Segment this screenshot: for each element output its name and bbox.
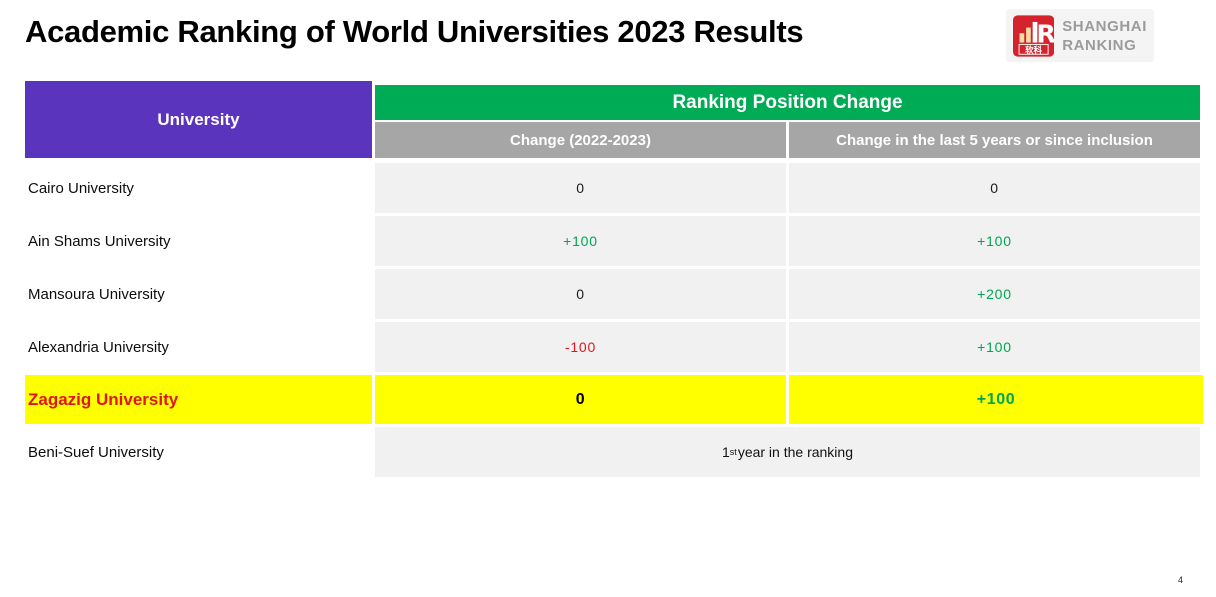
university-column-header: University (25, 81, 372, 158)
change-2022-2023-header: Change (2022-2023) (375, 122, 786, 158)
table-row-alexandria: Alexandria University -100 +100 (25, 322, 1203, 372)
logo-brand-line1: SHANGHAI (1062, 17, 1147, 35)
logo-brand-line2: RANKING (1062, 36, 1137, 54)
logo-brand-text: SHANGHAI RANKING (1062, 17, 1147, 55)
table-row-mansoura: Mansoura University 0 +200 (25, 269, 1203, 319)
university-name: Zagazig University (25, 375, 372, 424)
change-5yr-value: +100 (789, 322, 1200, 372)
page-number: 4 (1177, 575, 1183, 585)
university-name: Cairo University (25, 163, 372, 213)
note-number: 1 (722, 444, 730, 460)
table-row-cairo: Cairo University 0 0 (25, 163, 1203, 213)
change-2022-2023-value: 0 (375, 163, 786, 213)
table-row-zagazig-highlighted: Zagazig University 0 +100 (25, 375, 1203, 424)
change-2022-2023-value: -100 (375, 322, 786, 372)
note-text: year in the ranking (737, 444, 853, 460)
page-title: Academic Ranking of World Universities 2… (25, 14, 804, 49)
change-5-years-header: Change in the last 5 years or since incl… (789, 122, 1200, 158)
table-body: Cairo University 0 0 Ain Shams Universit… (25, 163, 1203, 480)
shanghairanking-mark-icon: R 软科 (1013, 14, 1055, 57)
change-5yr-value: +200 (789, 269, 1200, 319)
change-5yr-value: 0 (789, 163, 1200, 213)
logo-cn-text: 软科 (1025, 44, 1042, 54)
university-name: Mansoura University (25, 269, 372, 319)
change-2022-2023-value: 0 (375, 269, 786, 319)
university-name: Ain Shams University (25, 216, 372, 266)
table-row-ain-shams: Ain Shams University +100 +100 (25, 216, 1203, 266)
change-2022-2023-value: +100 (375, 216, 786, 266)
shanghairanking-logo: R 软科 SHANGHAI RANKING (1006, 9, 1154, 62)
university-name: Beni-Suef University (25, 427, 372, 477)
university-name: Alexandria University (25, 322, 372, 372)
ranking-position-change-header: Ranking Position Change (375, 85, 1200, 120)
change-2022-2023-value: 0 (375, 375, 786, 424)
change-5yr-value: +100 (789, 216, 1200, 266)
svg-text:R: R (1036, 19, 1054, 48)
sub-header-row: Change (2022-2023) Change in the last 5 … (375, 122, 1200, 158)
change-5yr-value: +100 (789, 375, 1203, 424)
